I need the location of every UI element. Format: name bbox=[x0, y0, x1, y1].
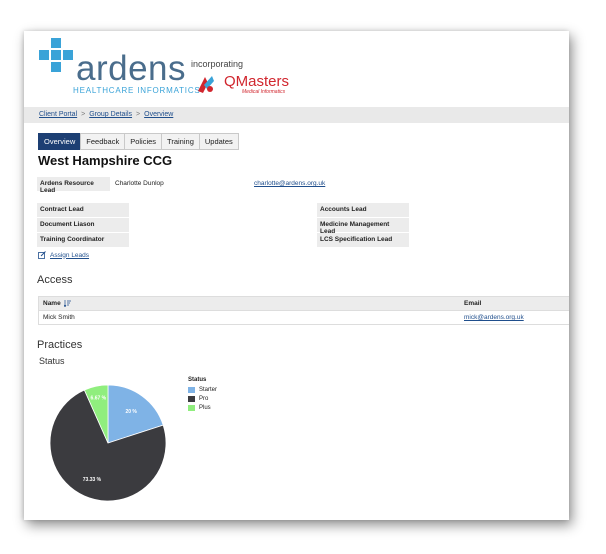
breadcrumb-separator: > bbox=[136, 111, 141, 118]
tab-training[interactable]: Training bbox=[161, 133, 200, 150]
partner-word: QMasters bbox=[224, 73, 290, 90]
legend-label: Plus bbox=[199, 405, 211, 411]
tab-bar: Overview Feedback Policies Training Upda… bbox=[38, 133, 239, 150]
sort-icon bbox=[63, 300, 71, 307]
legend-swatch bbox=[188, 387, 195, 393]
legend-label: Pro bbox=[199, 396, 209, 402]
lcs-specification-lead-label: LCS Specification Lead bbox=[317, 233, 409, 247]
resource-lead-name: Charlotte Dunlop bbox=[115, 180, 164, 187]
breadcrumb: Client Portal > Group Details > Overview bbox=[24, 107, 569, 123]
legend-swatch bbox=[188, 405, 195, 411]
tab-overview[interactable]: Overview bbox=[38, 133, 82, 150]
logo-word: ardens bbox=[76, 49, 187, 88]
partner-subtitle: Medical Informatics bbox=[242, 89, 286, 95]
table-header: Name Email bbox=[38, 296, 569, 311]
access-heading: Access bbox=[37, 274, 73, 286]
ardens-cross-icon bbox=[39, 38, 73, 72]
assign-leads-link[interactable]: Assign Leads bbox=[38, 251, 89, 259]
incorporating-text: incorporating bbox=[191, 59, 244, 69]
qmasters-logo-icon bbox=[198, 76, 214, 93]
document-liason-label: Document Liason bbox=[37, 218, 129, 232]
status-heading: Status bbox=[39, 356, 65, 366]
legend-label: Starter bbox=[199, 387, 218, 393]
legend-swatch bbox=[188, 396, 195, 402]
row-email-link[interactable]: mick@ardens.org.uk bbox=[464, 314, 524, 321]
page-title: West Hampshire CCG bbox=[38, 153, 173, 168]
edit-icon bbox=[38, 251, 46, 259]
contract-lead-label: Contract Lead bbox=[37, 203, 129, 217]
status-pie-chart: 20 % 73.33 % 6.67 % bbox=[49, 384, 167, 502]
breadcrumb-client-portal[interactable]: Client Portal bbox=[39, 111, 78, 118]
tab-policies[interactable]: Policies bbox=[124, 133, 163, 150]
name-column-label: Name bbox=[43, 300, 61, 307]
breadcrumb-group-details[interactable]: Group Details bbox=[89, 111, 133, 118]
legend-item-pro[interactable]: Pro bbox=[188, 396, 217, 402]
access-table: Name Email Mick Smith mick@ardens.org.uk bbox=[38, 296, 569, 325]
accounts-lead-label: Accounts Lead bbox=[317, 203, 409, 217]
row-name: Mick Smith bbox=[43, 314, 75, 321]
tab-updates[interactable]: Updates bbox=[198, 133, 239, 150]
breadcrumb-separator: > bbox=[81, 111, 86, 118]
breadcrumb-overview[interactable]: Overview bbox=[144, 111, 174, 118]
pie-slice-starter[interactable] bbox=[107, 384, 164, 444]
training-coordinator-label: Training Coordinator bbox=[37, 233, 129, 247]
resource-lead-email-link[interactable]: charlotte@ardens.org.uk bbox=[254, 180, 326, 187]
pie-data-label: 20 % bbox=[125, 409, 137, 415]
logo-subtitle: HEALTHCARE INFORMATICS bbox=[73, 86, 201, 95]
pie-data-label: 6.67 % bbox=[91, 396, 107, 402]
tab-feedback[interactable]: Feedback bbox=[80, 133, 126, 150]
name-column-header[interactable]: Name bbox=[43, 300, 71, 307]
chart-legend: Status Starter Pro Plus bbox=[188, 377, 217, 414]
app-window: ardens HEALTHCARE INFORMATICS incorporat… bbox=[24, 31, 569, 520]
practices-heading: Practices bbox=[37, 339, 83, 351]
pie-data-label: 73.33 % bbox=[83, 477, 102, 483]
table-row: Mick Smith mick@ardens.org.uk bbox=[38, 311, 569, 325]
header: ardens HEALTHCARE INFORMATICS incorporat… bbox=[24, 31, 569, 107]
legend-title: Status bbox=[188, 377, 207, 383]
email-column-header[interactable]: Email bbox=[464, 300, 482, 307]
assign-leads-label: Assign Leads bbox=[50, 251, 90, 259]
legend-item-starter[interactable]: Starter bbox=[188, 387, 217, 393]
resource-lead-label: Ardens Resource Lead bbox=[37, 177, 110, 194]
legend-item-plus[interactable]: Plus bbox=[188, 405, 217, 411]
medicine-management-lead-label: Medicine Management Lead bbox=[317, 218, 409, 235]
pie-slice-pro[interactable] bbox=[49, 389, 167, 502]
pie-slice-plus[interactable] bbox=[83, 384, 109, 444]
